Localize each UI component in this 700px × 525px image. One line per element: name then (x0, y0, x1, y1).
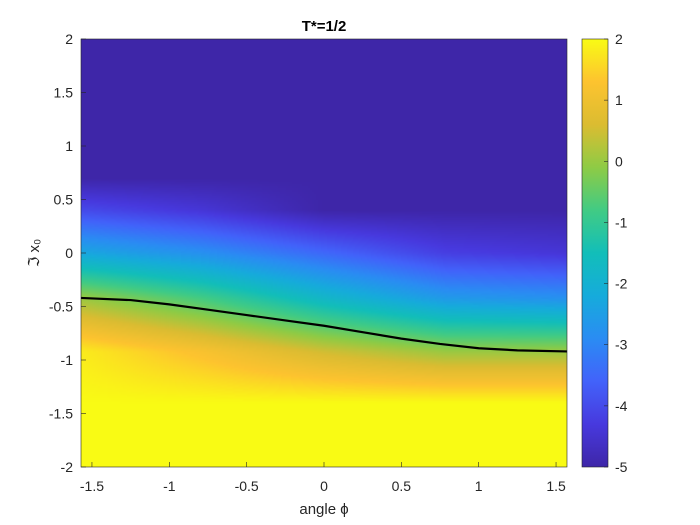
colorbar-tick-label: -3 (615, 337, 628, 353)
colorbar: -5 -4 -3 -2 -1 0 1 2 (581, 31, 628, 475)
colorbar-tick-label: -5 (615, 459, 628, 475)
y-axis-label: ℑ x₀ (26, 239, 43, 267)
y-tick-label: -1 (61, 352, 74, 368)
colorbar-frame (581, 38, 609, 468)
y-tick-label: -0.5 (49, 299, 73, 315)
y-tick-label: 1.5 (54, 85, 74, 101)
y-tick-label: 2 (65, 31, 73, 47)
y-tick-label: -2 (61, 459, 74, 475)
x-tick-label: -1 (163, 478, 176, 494)
colorbar-tick-label: 1 (615, 92, 623, 108)
contour-line (81, 296, 567, 353)
colorbar-gradient (582, 39, 608, 467)
y-axis: -2 -1.5 -1 -0.5 0 0.5 1 1.5 2 (49, 31, 86, 475)
x-tick-label: 0.5 (392, 478, 412, 494)
y-tick-label: 0 (65, 245, 73, 261)
x-axis: -1.5 -1 -0.5 0 0.5 1 1.5 (80, 462, 566, 494)
x-tick-label: 1.5 (546, 478, 566, 494)
heatmap-image (81, 39, 567, 467)
y-tick-label: 1 (65, 138, 73, 154)
colorbar-tick-label: -1 (615, 214, 628, 230)
y-tick-label: 0.5 (54, 192, 74, 208)
x-tick-label: -0.5 (235, 478, 259, 494)
colorbar-tick-label: 2 (615, 31, 623, 47)
y-tick-label: -1.5 (49, 406, 73, 422)
chart-title: T*=1/2 (302, 18, 347, 35)
colorbar-tick-label: -2 (615, 276, 628, 292)
x-tick-label: -1.5 (80, 478, 104, 494)
x-tick-label: 0 (320, 478, 328, 494)
heatmap-plot-area (80, 38, 568, 468)
colorbar-tick-label: -4 (615, 398, 628, 414)
x-tick-label: 1 (475, 478, 483, 494)
x-axis-label: angle ϕ (299, 501, 348, 518)
colorbar-tick-label: 0 (615, 153, 623, 169)
